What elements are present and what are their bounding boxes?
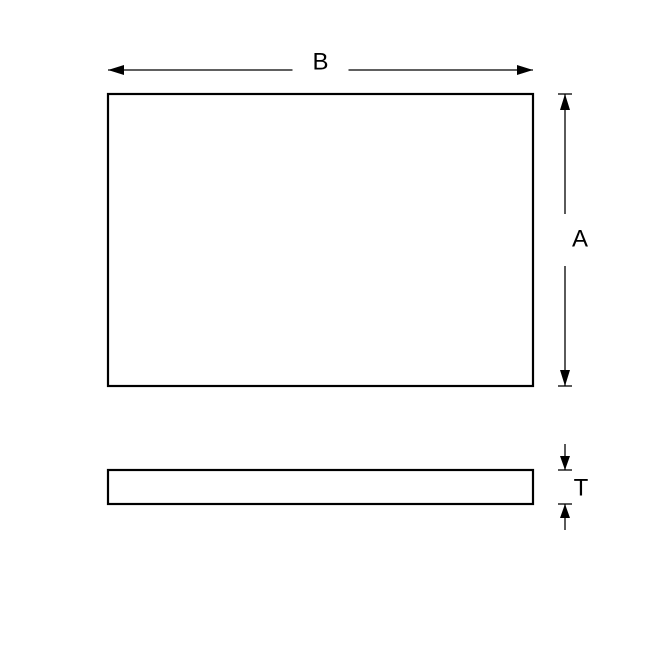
dim-b-arrow-right [517,65,533,75]
side-view-rect [108,470,533,504]
dim-t-arrow-bottom [560,504,570,518]
dim-a-arrow-top [560,94,570,110]
dim-a-label: A [572,225,588,252]
plan-view-rect [108,94,533,386]
dim-t-label: T [574,474,589,501]
dim-b-arrow-left [108,65,124,75]
dim-b-label: B [312,48,328,75]
technical-drawing: B A T [0,0,670,670]
dim-a-arrow-bottom [560,370,570,386]
dim-t-arrow-top [560,456,570,470]
